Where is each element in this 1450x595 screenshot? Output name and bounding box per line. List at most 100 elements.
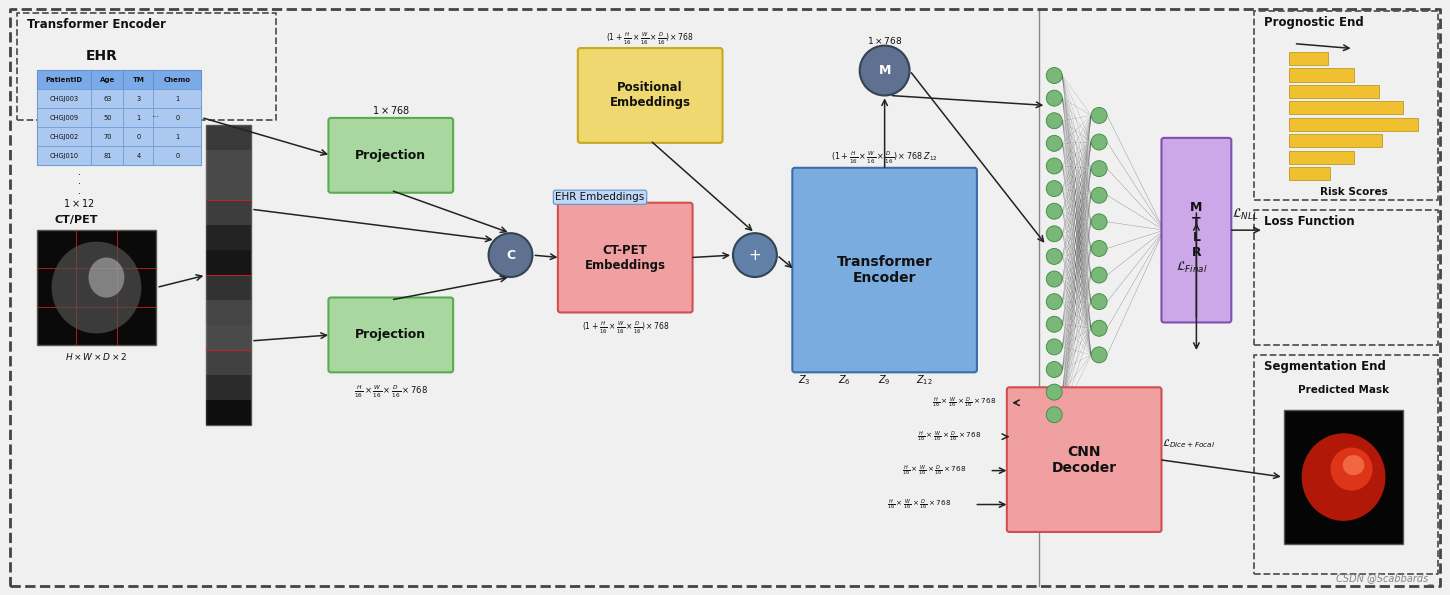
Bar: [1289, 52, 1328, 65]
Bar: [1289, 134, 1382, 148]
Bar: [36, 70, 202, 165]
Text: Age: Age: [100, 77, 115, 83]
Text: $Z_3$: $Z_3$: [799, 373, 811, 387]
Bar: [36, 230, 157, 345]
Bar: [154, 127, 202, 146]
Text: EHR Embeddings: EHR Embeddings: [555, 192, 645, 202]
Circle shape: [1092, 187, 1108, 203]
Text: 1: 1: [136, 115, 141, 121]
Bar: [206, 300, 251, 325]
FancyBboxPatch shape: [1161, 138, 1231, 322]
FancyBboxPatch shape: [579, 48, 722, 143]
Bar: [1289, 101, 1402, 114]
Text: $\frac{H}{16} \times \frac{W}{16} \times \frac{D}{16} \times 768$: $\frac{H}{16} \times \frac{W}{16} \times…: [932, 396, 996, 410]
Text: Positional
Embeddings: Positional Embeddings: [609, 82, 690, 109]
Bar: [206, 201, 251, 225]
Bar: [206, 375, 251, 400]
Circle shape: [1092, 240, 1108, 256]
Bar: [206, 250, 251, 275]
Ellipse shape: [1343, 455, 1364, 475]
Bar: [1289, 151, 1353, 164]
Text: CT/PET: CT/PET: [55, 215, 99, 225]
Text: $(1+\frac{H}{16} \times \frac{W}{16} \times \frac{D}{16}) \times 768$: $(1+\frac{H}{16} \times \frac{W}{16} \ti…: [606, 30, 695, 46]
Bar: [1283, 410, 1404, 544]
Text: $\mathcal{L}_{Final}$: $\mathcal{L}_{Final}$: [1176, 260, 1208, 275]
Text: PatientID: PatientID: [45, 77, 83, 83]
Bar: [154, 146, 202, 165]
Bar: [123, 146, 154, 165]
Bar: [91, 108, 123, 127]
Text: M
T
L
R: M T L R: [1190, 201, 1202, 259]
Text: CHGJ002: CHGJ002: [49, 134, 78, 140]
Circle shape: [1047, 136, 1063, 151]
Bar: [123, 70, 154, 89]
Text: Projection: Projection: [355, 328, 426, 342]
Circle shape: [1092, 134, 1108, 150]
Bar: [36, 70, 91, 89]
Bar: [36, 127, 91, 146]
Circle shape: [1047, 384, 1063, 400]
Text: $H \times W \times D \times 2$: $H \times W \times D \times 2$: [65, 352, 128, 362]
Text: CHGJ003: CHGJ003: [49, 96, 78, 102]
Circle shape: [1092, 320, 1108, 336]
Circle shape: [1047, 317, 1063, 332]
Text: 0: 0: [175, 153, 180, 159]
FancyBboxPatch shape: [329, 118, 454, 193]
Circle shape: [860, 46, 909, 95]
Circle shape: [1092, 214, 1108, 230]
Text: Transformer
Encoder: Transformer Encoder: [837, 255, 932, 285]
Circle shape: [489, 233, 532, 277]
Text: 63: 63: [103, 96, 112, 102]
Circle shape: [1047, 113, 1063, 129]
Text: M: M: [879, 64, 890, 77]
Text: 81: 81: [103, 153, 112, 159]
Text: $Z_{12}$: $Z_{12}$: [916, 373, 932, 387]
Text: Risk Scores: Risk Scores: [1320, 187, 1388, 198]
Text: Projection: Projection: [355, 149, 426, 162]
Bar: [154, 89, 202, 108]
Bar: [206, 225, 251, 250]
Bar: [36, 146, 91, 165]
Text: Predicted Mask: Predicted Mask: [1298, 385, 1389, 395]
Circle shape: [1047, 407, 1063, 422]
Text: $Z_6$: $Z_6$: [838, 373, 851, 387]
Circle shape: [1047, 226, 1063, 242]
Text: $(1+\frac{H}{16} \times \frac{W}{16} \times \frac{D}{16}) \times 768$: $(1+\frac{H}{16} \times \frac{W}{16} \ti…: [581, 320, 668, 336]
Text: 1: 1: [175, 96, 180, 102]
Bar: [91, 70, 123, 89]
Circle shape: [1047, 339, 1063, 355]
Circle shape: [1092, 161, 1108, 177]
Text: ···: ···: [151, 114, 160, 123]
Text: CNN
Decoder: CNN Decoder: [1051, 444, 1116, 475]
Circle shape: [1092, 347, 1108, 363]
Circle shape: [1047, 249, 1063, 264]
Text: $\frac{H}{16} \times \frac{W}{16} \times \frac{D}{16} \times 768$: $\frac{H}{16} \times \frac{W}{16} \times…: [902, 464, 967, 478]
Text: CHGJ009: CHGJ009: [49, 115, 78, 121]
FancyBboxPatch shape: [329, 298, 454, 372]
Ellipse shape: [1302, 433, 1385, 521]
Circle shape: [1047, 68, 1063, 83]
Text: $\frac{H}{16} \times \frac{W}{16} \times \frac{D}{16} \times 768$: $\frac{H}{16} \times \frac{W}{16} \times…: [887, 497, 951, 512]
Text: Chemo: Chemo: [164, 77, 191, 83]
Circle shape: [1047, 181, 1063, 196]
Bar: [1289, 118, 1418, 131]
Bar: [206, 275, 251, 300]
Bar: [154, 70, 202, 89]
Text: ·
·
·: · · ·: [77, 170, 81, 199]
Bar: [206, 126, 251, 425]
Text: CHGJ010: CHGJ010: [49, 153, 78, 159]
Text: Prognostic End: Prognostic End: [1264, 15, 1363, 29]
Text: 70: 70: [103, 134, 112, 140]
Circle shape: [1047, 362, 1063, 377]
Text: 50: 50: [103, 115, 112, 121]
Text: 0: 0: [175, 115, 180, 121]
Text: $1 \times 768$: $1 \times 768$: [867, 35, 902, 46]
Bar: [123, 127, 154, 146]
Text: EHR: EHR: [86, 49, 117, 62]
Text: Transformer Encoder: Transformer Encoder: [26, 18, 165, 31]
Text: CT-PET
Embeddings: CT-PET Embeddings: [584, 243, 666, 271]
Bar: [91, 146, 123, 165]
Bar: [91, 89, 123, 108]
Text: $\mathcal{L}_{NLL}$: $\mathcal{L}_{NLL}$: [1232, 207, 1259, 222]
Circle shape: [1047, 203, 1063, 219]
